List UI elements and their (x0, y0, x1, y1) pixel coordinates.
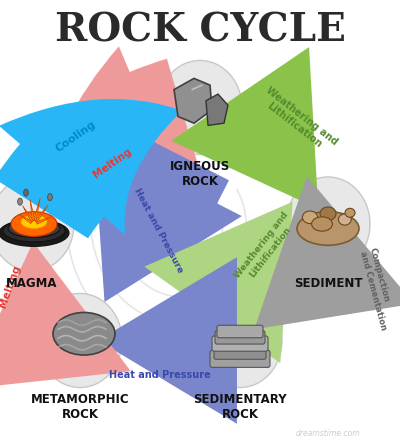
Ellipse shape (338, 214, 351, 225)
Polygon shape (36, 217, 51, 224)
FancyBboxPatch shape (210, 350, 270, 367)
Polygon shape (174, 78, 212, 123)
Ellipse shape (0, 220, 69, 246)
Text: Melting: Melting (0, 264, 22, 310)
Ellipse shape (21, 215, 47, 228)
FancyBboxPatch shape (214, 345, 266, 359)
Polygon shape (35, 205, 48, 222)
Ellipse shape (53, 313, 115, 355)
Circle shape (0, 177, 74, 271)
Ellipse shape (3, 220, 65, 242)
Text: Cooling: Cooling (54, 119, 98, 154)
Circle shape (38, 293, 122, 388)
Text: SEDIMENTARY
ROCK: SEDIMENTARY ROCK (193, 393, 287, 421)
Ellipse shape (312, 217, 332, 231)
Polygon shape (20, 215, 32, 224)
Ellipse shape (297, 211, 359, 246)
Text: IGNEOUS
ROCK: IGNEOUS ROCK (170, 160, 230, 188)
Polygon shape (30, 200, 35, 221)
Ellipse shape (8, 220, 60, 237)
Ellipse shape (24, 189, 28, 196)
Text: dreamstime.com: dreamstime.com (296, 429, 360, 438)
Text: Heat and Pressure: Heat and Pressure (109, 370, 211, 379)
Text: ROCK CYCLE: ROCK CYCLE (54, 11, 346, 49)
Polygon shape (22, 206, 33, 222)
Text: Melting: Melting (91, 146, 133, 181)
Text: Heat and Pressure: Heat and Pressure (132, 187, 184, 275)
Ellipse shape (18, 198, 22, 205)
Text: METAMORPHIC
ROCK: METAMORPHIC ROCK (31, 393, 129, 421)
FancyBboxPatch shape (217, 325, 263, 338)
FancyBboxPatch shape (215, 331, 265, 344)
Text: Weathering and
Lithification: Weathering and Lithification (233, 211, 299, 287)
Ellipse shape (48, 194, 52, 201)
Polygon shape (34, 198, 40, 221)
Circle shape (198, 293, 282, 388)
FancyBboxPatch shape (212, 336, 268, 351)
Circle shape (286, 177, 370, 271)
Ellipse shape (11, 212, 57, 237)
Polygon shape (206, 94, 228, 125)
Text: MAGMA: MAGMA (6, 277, 58, 290)
Text: SEDIMENT: SEDIMENT (294, 277, 362, 290)
Ellipse shape (320, 207, 336, 220)
Circle shape (158, 60, 242, 155)
Ellipse shape (302, 211, 318, 224)
Text: Weathering and
Lithification: Weathering and Lithification (257, 86, 339, 156)
Text: Compaction
and Cementation: Compaction and Cementation (358, 247, 398, 331)
Ellipse shape (345, 208, 355, 217)
